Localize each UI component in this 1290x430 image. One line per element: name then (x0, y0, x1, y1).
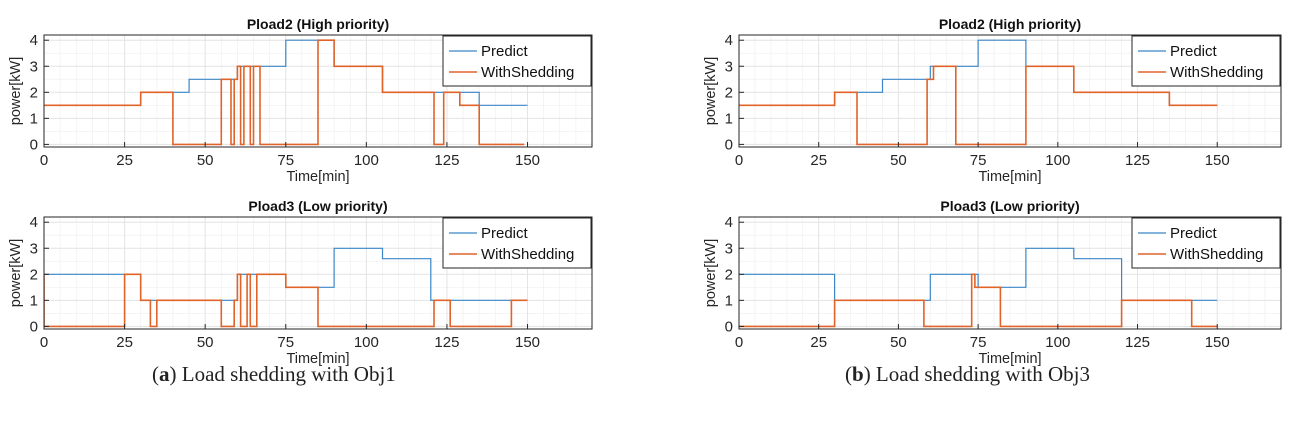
x-tick-label: 100 (354, 152, 379, 169)
y-tick-label: 0 (30, 318, 38, 335)
x-tick-label: 150 (1205, 152, 1230, 169)
y-tick-label: 3 (725, 240, 733, 257)
legend-box (442, 35, 592, 87)
x-tick-label: 150 (515, 152, 540, 169)
x-tick-label: 125 (1125, 152, 1150, 169)
x-tick-label: 50 (890, 152, 907, 169)
series-line-withshedding (739, 273, 1218, 328)
x-tick-label: 0 (735, 334, 743, 351)
chart-title: Pload2 (High priority) (939, 16, 1081, 32)
y-axis-label: power[kW] (8, 239, 24, 308)
y-tick-label: 3 (725, 58, 733, 75)
legend-label-withshedding: WithShedding (481, 64, 574, 81)
y-axis-label: power[kW] (703, 57, 719, 126)
series-line-withshedding (739, 65, 1218, 146)
legend-label-predict: Predict (481, 225, 529, 242)
y-tick-label: 1 (725, 292, 733, 309)
legend-label-withshedding: WithShedding (1170, 246, 1263, 263)
y-tick-label: 2 (30, 84, 38, 101)
y-axis-label: power[kW] (703, 239, 719, 308)
x-axis-label: Time[min] (978, 169, 1041, 185)
x-axis-label: Time[min] (978, 351, 1041, 367)
x-tick-label: 0 (735, 152, 743, 169)
x-axis-label: Time[min] (286, 169, 349, 185)
caption-a: (a) Load shedding with Obj1 (152, 362, 396, 386)
y-tick-label: 3 (30, 240, 38, 257)
legend-label-predict: Predict (1170, 225, 1218, 242)
y-tick-label: 1 (30, 110, 38, 127)
chart-panel-a-top: 0 25 50 75 100 125 150 0 1 2 3 4 Pload2 (High priori… (8, 16, 593, 185)
axes-box (43, 34, 593, 148)
y-tick-label: 3 (30, 58, 38, 75)
y-tick-label: 4 (30, 32, 38, 49)
x-tick-label: 0 (40, 334, 48, 351)
x-tick-label: 75 (277, 334, 294, 351)
x-tick-label: 25 (810, 152, 827, 169)
x-tick-label: 75 (277, 152, 294, 169)
legend: Predict WithShedding (442, 35, 592, 87)
x-tick-label: 25 (810, 334, 827, 351)
chart-panel-a-bottom: 0 25 50 75 100 125 150 0 1 2 3 4 Pload3 (Low priorit… (8, 198, 593, 367)
y-tick-label: 2 (725, 266, 733, 283)
x-tick-label: 75 (970, 152, 987, 169)
series-line-withshedding (44, 273, 528, 328)
y-tick-label: 0 (725, 318, 733, 335)
legend-label-withshedding: WithShedding (1170, 64, 1263, 81)
chart-panel-b-top: 0 25 50 75 100 125 150 0 1 2 3 4 Pload2 (High priori… (703, 16, 1282, 185)
axes-box (43, 216, 593, 330)
legend-label-withshedding: WithShedding (481, 246, 574, 263)
y-tick-label: 2 (30, 266, 38, 283)
axes-box (738, 34, 1282, 148)
chart-title: Pload3 (Low priority) (940, 198, 1079, 214)
chart-panel-b-bottom: 0 25 50 75 100 125 150 0 1 2 3 4 Pload3 (Low priorit… (703, 198, 1282, 367)
x-tick-label: 150 (1205, 334, 1230, 351)
legend-label-predict: Predict (1170, 43, 1218, 60)
y-tick-label: 4 (725, 214, 733, 231)
legend: Predict WithShedding (1131, 35, 1281, 87)
y-tick-label: 1 (30, 292, 38, 309)
chart-title: Pload2 (High priority) (247, 16, 389, 32)
legend-box (1131, 217, 1281, 269)
x-tick-label: 50 (197, 152, 214, 169)
caption-b: (b) Load shedding with Obj3 (845, 362, 1090, 386)
x-tick-label: 100 (354, 334, 379, 351)
x-tick-label: 75 (970, 334, 987, 351)
x-axis-label: Time[min] (286, 351, 349, 367)
x-tick-label: 125 (434, 334, 459, 351)
y-tick-label: 0 (30, 136, 38, 153)
x-tick-label: 25 (116, 334, 133, 351)
x-tick-label: 0 (40, 152, 48, 169)
x-tick-label: 125 (434, 152, 459, 169)
legend: Predict WithShedding (442, 217, 592, 269)
legend-box (1131, 35, 1281, 87)
legend-label-predict: Predict (481, 43, 529, 60)
legend-box (442, 217, 592, 269)
y-tick-label: 4 (725, 32, 733, 49)
chart-title: Pload3 (Low priority) (248, 198, 387, 214)
series-line-withshedding (44, 39, 525, 146)
x-tick-label: 50 (890, 334, 907, 351)
axes-box (738, 216, 1282, 330)
x-tick-label: 25 (116, 152, 133, 169)
legend: Predict WithShedding (1131, 217, 1281, 269)
y-tick-label: 1 (725, 110, 733, 127)
x-tick-label: 50 (197, 334, 214, 351)
y-tick-label: 0 (725, 136, 733, 153)
x-tick-label: 150 (515, 334, 540, 351)
x-tick-label: 100 (1045, 152, 1070, 169)
y-axis-label: power[kW] (8, 57, 24, 126)
x-tick-label: 100 (1045, 334, 1070, 351)
y-tick-label: 2 (725, 84, 733, 101)
y-tick-label: 4 (30, 214, 38, 231)
x-tick-label: 125 (1125, 334, 1150, 351)
